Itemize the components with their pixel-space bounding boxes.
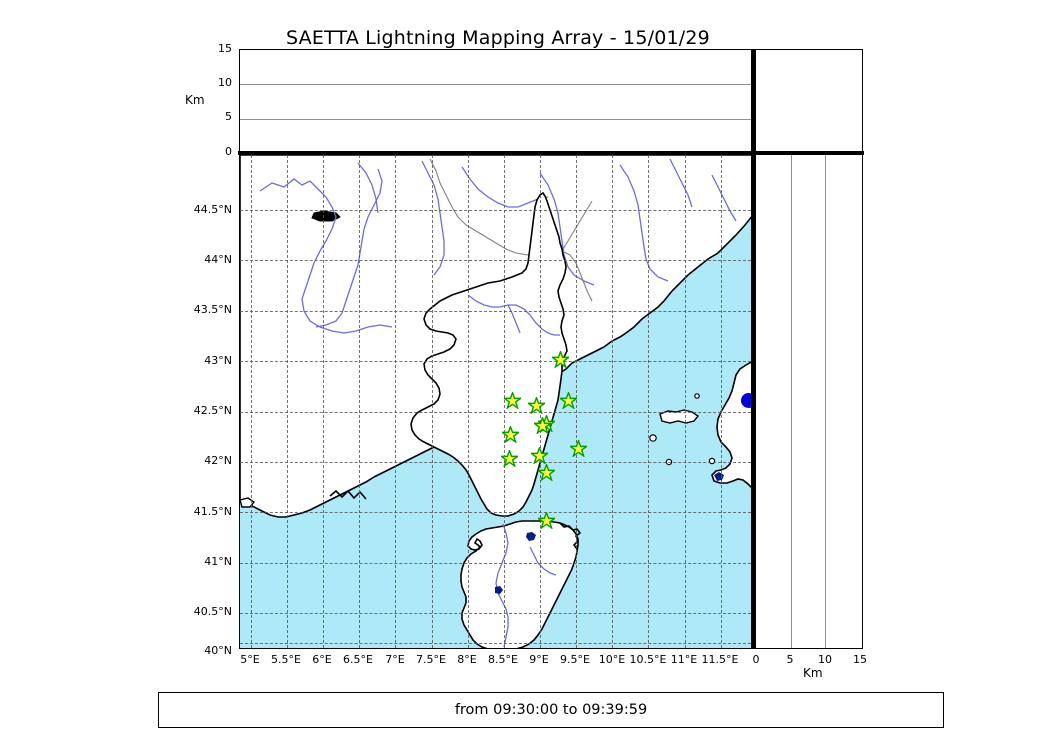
- lon-tick-8: 8°E: [457, 653, 477, 666]
- km-tick-15: 15: [853, 653, 867, 666]
- alt-tick-15: 15: [218, 42, 232, 55]
- graticule-lon-11: [684, 155, 686, 648]
- panel-separator-corner: [754, 151, 864, 155]
- gridline-alt-5: [240, 118, 751, 120]
- graticule-lon-8.5: [503, 155, 505, 648]
- lat-tick-44.5: 44.5°N: [193, 203, 232, 216]
- km-tick-0: 0: [752, 653, 760, 666]
- graticule-lon-10.5: [648, 155, 650, 648]
- graticule-lon-7: [395, 155, 397, 648]
- graticule-lat-43: [240, 361, 751, 363]
- graticule-lat-42: [240, 461, 751, 463]
- panel-map[interactable]: [239, 155, 752, 649]
- panel-separator-top: [238, 151, 754, 155]
- lon-tick-8.5: 8.5°E: [488, 653, 518, 666]
- altitude-axis-label: Km: [185, 93, 205, 107]
- lon-tick-6: 6°E: [312, 653, 332, 666]
- graticule-lon-9.5: [576, 155, 578, 648]
- gridline-km-10: [825, 155, 827, 648]
- lon-tick-6.5: 6.5°E: [343, 653, 373, 666]
- graticule-lon-7.5: [431, 155, 433, 648]
- lat-tick-43: 43°N: [204, 354, 232, 367]
- graticule-lat-41.5: [240, 512, 751, 514]
- graticule-lat-41: [240, 562, 751, 564]
- station-marker[interactable]: [569, 439, 587, 457]
- km-tick-5: 5: [786, 653, 794, 666]
- graticule-lat-40.5: [240, 613, 751, 615]
- graticule-lon-9: [540, 155, 541, 648]
- panel-altitude-vs-longitude: [239, 49, 752, 152]
- station-marker[interactable]: [503, 391, 521, 409]
- alt-tick-10: 10: [218, 76, 232, 89]
- gridline-km-5: [790, 155, 792, 648]
- graticule-lon-5: [250, 155, 252, 648]
- lat-tick-44: 44°N: [204, 253, 232, 266]
- lon-tick-5.5: 5.5°E: [271, 653, 301, 666]
- graticule-lat-42.5: [240, 411, 751, 413]
- lat-tick-42: 42°N: [204, 454, 232, 467]
- lat-tick-40: 40°N: [204, 644, 232, 657]
- lat-tick-40.5: 40.5°N: [193, 605, 232, 618]
- status-text: from 09:30:00 to 09:39:59: [454, 702, 648, 718]
- graticule-lon-11.5: [720, 155, 722, 648]
- lon-tick-7.5: 7.5°E: [416, 653, 446, 666]
- page-title: SAETTA Lightning Mapping Array - 15/01/2…: [286, 27, 710, 49]
- lat-tick-41: 41°N: [204, 555, 232, 568]
- panel-altitude-vs-latitude: [755, 155, 863, 649]
- km-axis-label-bottom: Km: [803, 666, 823, 680]
- graticule-lat-43.5: [240, 310, 751, 312]
- km-tick-10: 10: [818, 653, 832, 666]
- graticule-lon-8: [467, 155, 469, 648]
- lon-tick-10: 10°E: [598, 653, 626, 666]
- lat-tick-43.5: 43.5°N: [193, 303, 232, 316]
- lat-tick-41.5: 41.5°N: [193, 505, 232, 518]
- lon-tick-7: 7°E: [385, 653, 405, 666]
- station-marker[interactable]: [537, 463, 555, 481]
- lat-tick-42.5: 42.5°N: [193, 404, 232, 417]
- lon-tick-11.5: 11.5°E: [701, 653, 739, 666]
- panel-corner-empty: [755, 49, 863, 152]
- lightning-source-marker[interactable]: [740, 392, 751, 408]
- map-geometry: [240, 155, 751, 648]
- station-marker[interactable]: [501, 425, 519, 443]
- station-marker[interactable]: [537, 511, 555, 529]
- station-marker[interactable]: [500, 449, 518, 467]
- graticule-lon-10: [612, 155, 614, 648]
- graticule-lon-6: [323, 155, 325, 648]
- graticule-lat-44: [240, 260, 751, 262]
- lon-tick-11: 11°E: [670, 653, 698, 666]
- alt-tick-0: 0: [225, 145, 232, 158]
- station-marker[interactable]: [559, 391, 577, 409]
- gridline-alt-10: [240, 84, 751, 86]
- graticule-lon-5.5: [286, 155, 288, 648]
- panel-divider-vertical: [752, 49, 755, 649]
- station-marker[interactable]: [533, 416, 551, 434]
- lon-tick-5: 5°E: [240, 653, 260, 666]
- lon-tick-10.5: 10.5°E: [629, 653, 667, 666]
- alt-tick-5: 5: [225, 110, 232, 123]
- lon-tick-9.5: 9.5°E: [560, 653, 590, 666]
- station-marker[interactable]: [551, 350, 569, 368]
- graticule-lat-40: [240, 643, 751, 644]
- station-marker[interactable]: [527, 396, 545, 414]
- graticule-lon-6.5: [359, 155, 361, 648]
- lon-tick-9: 9°E: [529, 653, 549, 666]
- graticule-lat-44.5: [240, 209, 751, 211]
- station-marker[interactable]: [530, 446, 548, 464]
- status-bar: from 09:30:00 to 09:39:59: [158, 692, 944, 728]
